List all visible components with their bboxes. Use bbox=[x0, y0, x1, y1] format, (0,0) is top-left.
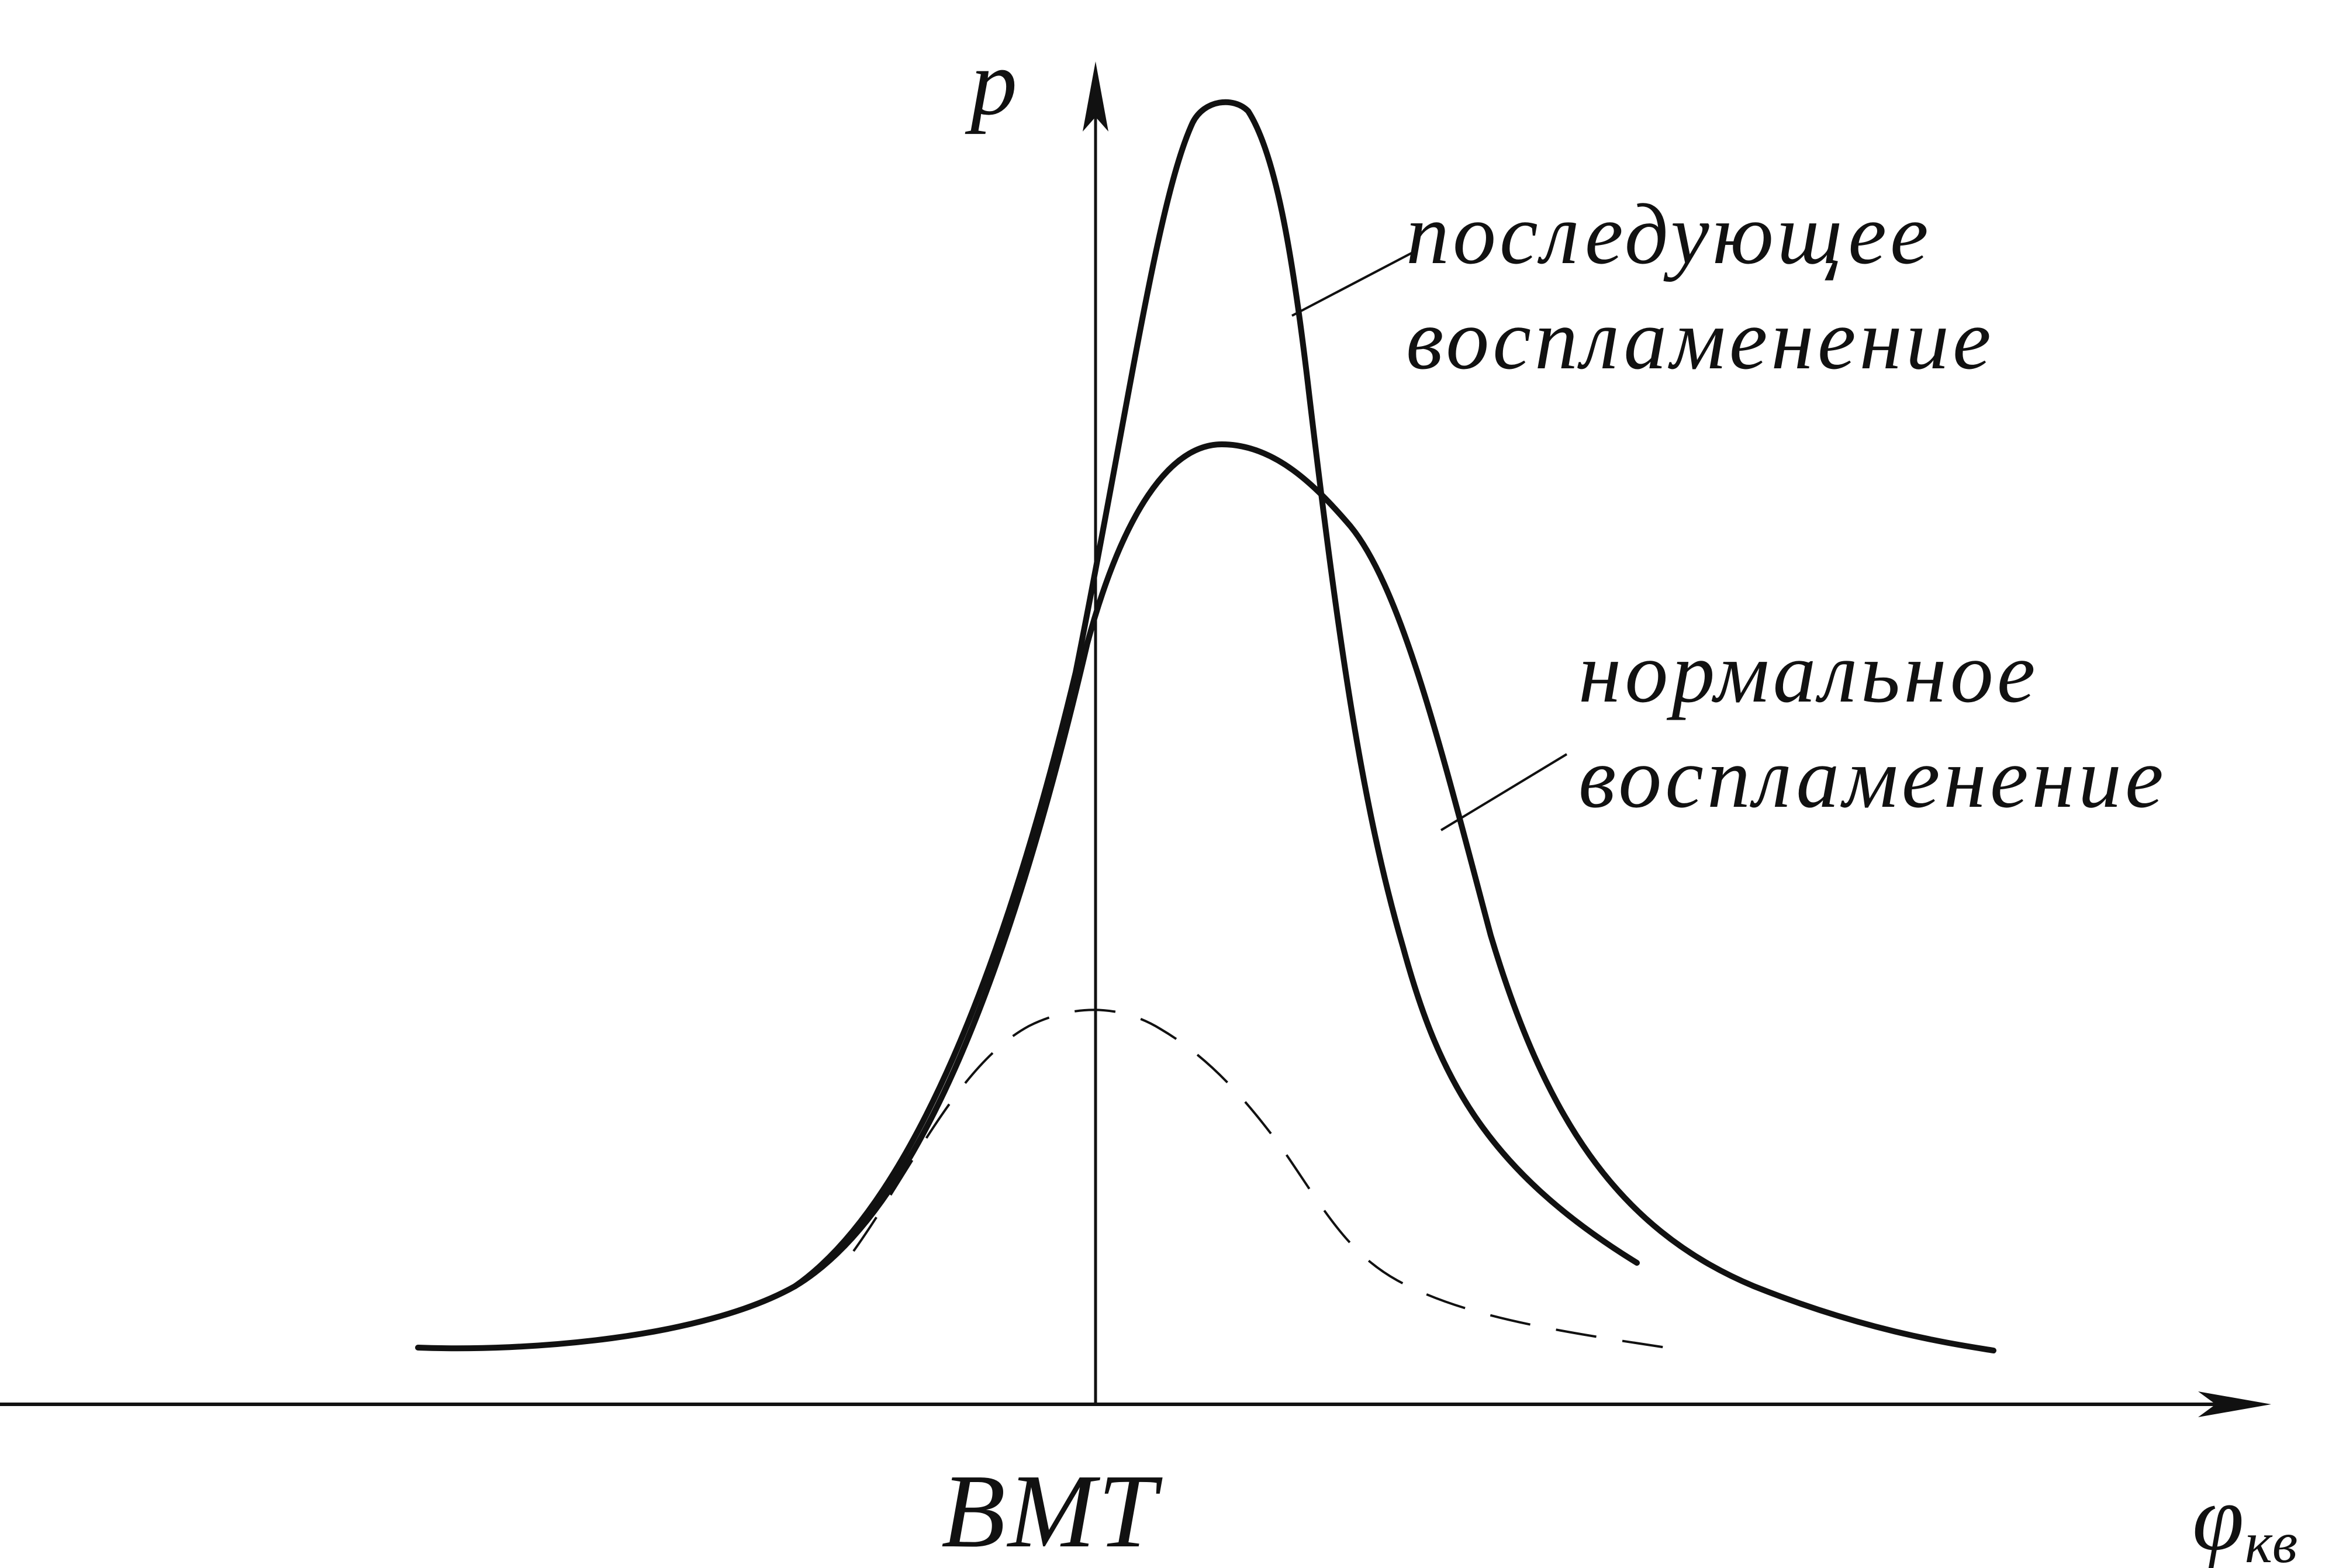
late-combustion-curve bbox=[792, 99, 1640, 1289]
x-axis-arrow bbox=[2198, 1391, 2271, 1417]
x-axis-label-subscript: кв bbox=[2245, 1510, 2297, 1568]
normal-combustion-label-line1: нормальное bbox=[1578, 625, 2039, 721]
normal-combustion-curve bbox=[415, 441, 1996, 1353]
late-combustion-label-line1: последующее bbox=[1406, 186, 1932, 282]
late-combustion-label-line2: воспламенение bbox=[1406, 292, 1995, 388]
dashed-compression-curve bbox=[852, 1009, 1667, 1349]
normal-combustion-label-line2: воспламенение bbox=[1578, 730, 2167, 826]
leader-line-normal bbox=[1440, 753, 1568, 831]
x-axis-label: φ bbox=[2192, 1466, 2244, 1568]
y-axis-arrow bbox=[1083, 61, 1108, 132]
y-axis-label: p bbox=[965, 30, 1017, 134]
leader-line-late bbox=[1291, 250, 1415, 317]
x-tick-label-tdc: ВМТ bbox=[941, 1453, 1163, 1568]
